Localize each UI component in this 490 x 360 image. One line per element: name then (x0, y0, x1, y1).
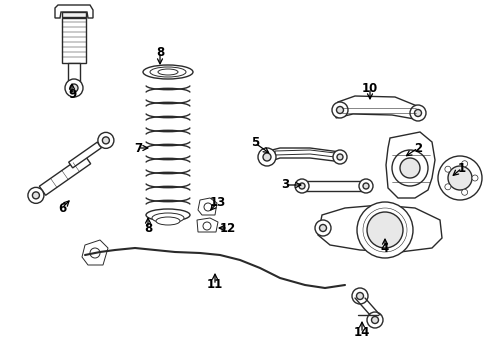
Circle shape (332, 102, 348, 118)
Circle shape (357, 292, 364, 300)
Circle shape (32, 192, 39, 199)
Circle shape (203, 222, 211, 230)
Circle shape (371, 316, 378, 324)
Text: 1: 1 (458, 162, 466, 175)
Text: 8: 8 (156, 45, 164, 58)
Circle shape (367, 212, 403, 248)
Circle shape (98, 132, 114, 148)
Polygon shape (197, 218, 218, 232)
Ellipse shape (150, 67, 186, 77)
Text: 8: 8 (144, 221, 152, 234)
Text: 5: 5 (251, 136, 259, 149)
Circle shape (102, 137, 109, 144)
Circle shape (359, 179, 373, 193)
Bar (62, 12, 86, 17)
Ellipse shape (156, 217, 180, 225)
Circle shape (295, 179, 309, 193)
Circle shape (367, 312, 383, 328)
Polygon shape (69, 142, 101, 168)
Circle shape (438, 156, 482, 200)
Circle shape (263, 153, 271, 161)
Circle shape (410, 105, 426, 121)
Circle shape (448, 166, 472, 190)
Text: 14: 14 (354, 327, 370, 339)
Text: 7: 7 (134, 141, 142, 154)
Text: 13: 13 (210, 195, 226, 208)
Circle shape (299, 183, 305, 189)
Circle shape (90, 248, 100, 258)
Circle shape (400, 158, 420, 178)
Circle shape (70, 84, 78, 92)
Text: 10: 10 (362, 81, 378, 94)
Circle shape (445, 166, 451, 172)
Ellipse shape (143, 65, 193, 79)
Circle shape (462, 189, 467, 195)
Polygon shape (318, 205, 442, 252)
Circle shape (363, 183, 369, 189)
Circle shape (28, 187, 44, 203)
Polygon shape (82, 240, 108, 265)
Circle shape (462, 161, 467, 167)
Polygon shape (386, 132, 435, 198)
Bar (298, 181, 370, 191)
Ellipse shape (146, 209, 190, 221)
Circle shape (319, 225, 326, 231)
Text: 3: 3 (281, 179, 289, 192)
Bar (68, 63, 80, 85)
Circle shape (337, 154, 343, 160)
Circle shape (65, 79, 83, 97)
Text: 4: 4 (381, 242, 389, 255)
Polygon shape (39, 155, 91, 195)
Circle shape (445, 184, 451, 190)
Circle shape (392, 150, 428, 186)
Bar (62, 18, 86, 63)
Text: 12: 12 (220, 221, 236, 234)
Ellipse shape (158, 69, 178, 75)
Ellipse shape (152, 213, 184, 223)
Text: 9: 9 (68, 89, 76, 102)
Polygon shape (198, 198, 217, 215)
Text: 2: 2 (414, 141, 422, 154)
Polygon shape (55, 5, 93, 18)
Circle shape (204, 203, 212, 211)
Text: 6: 6 (58, 202, 66, 215)
Circle shape (415, 109, 421, 117)
Circle shape (472, 175, 478, 181)
Polygon shape (264, 148, 342, 162)
Circle shape (352, 288, 368, 304)
Circle shape (258, 148, 276, 166)
Circle shape (333, 150, 347, 164)
Circle shape (357, 202, 413, 258)
Polygon shape (336, 96, 422, 120)
Circle shape (315, 220, 331, 236)
Text: 11: 11 (207, 279, 223, 292)
Circle shape (337, 107, 343, 113)
Polygon shape (275, 150, 335, 157)
